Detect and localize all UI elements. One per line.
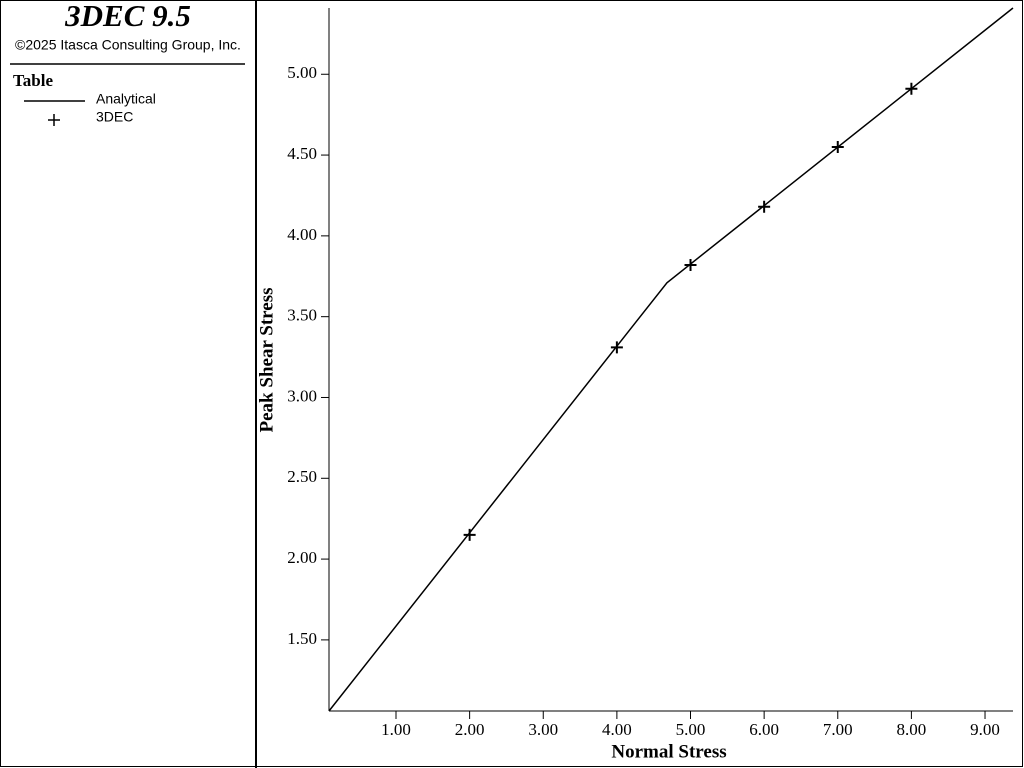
data-point [684,258,697,271]
y-tick-label: 4.00 [287,225,317,244]
analytical-line [328,7,1014,712]
legend-label: 3DEC [96,109,133,125]
y-tick-label: 2.50 [287,467,317,486]
x-tick-label: 5.00 [676,720,706,739]
data-point [463,528,476,541]
x-tick-label: 1.00 [381,720,411,739]
y-tick-label: 3.00 [287,386,317,405]
data-point [758,200,771,213]
x-tick-label: 2.00 [455,720,485,739]
x-axis-label: Normal Stress [611,741,726,762]
data-point [905,82,918,95]
data-point [831,140,844,153]
legend-swatch [48,114,60,126]
legend-label: Analytical [96,91,156,107]
legend-title: Table [13,71,53,90]
data-point [610,341,623,354]
subtitle: ©2025 Itasca Consulting Group, Inc. [15,37,241,53]
y-tick-label: 2.00 [287,548,317,567]
x-tick-label: 9.00 [970,720,1000,739]
x-tick-label: 6.00 [749,720,779,739]
y-tick-label: 5.00 [287,63,317,82]
chart-title: 3DEC 9.5 [64,0,191,33]
y-tick-label: 3.50 [287,306,317,325]
y-axis-label: Peak Shear Stress [256,288,277,433]
x-tick-label: 7.00 [823,720,853,739]
x-tick-label: 3.00 [528,720,558,739]
y-tick-label: 1.50 [287,629,317,648]
x-tick-label: 4.00 [602,720,632,739]
y-tick-label: 4.50 [287,144,317,163]
x-tick-label: 8.00 [897,720,927,739]
